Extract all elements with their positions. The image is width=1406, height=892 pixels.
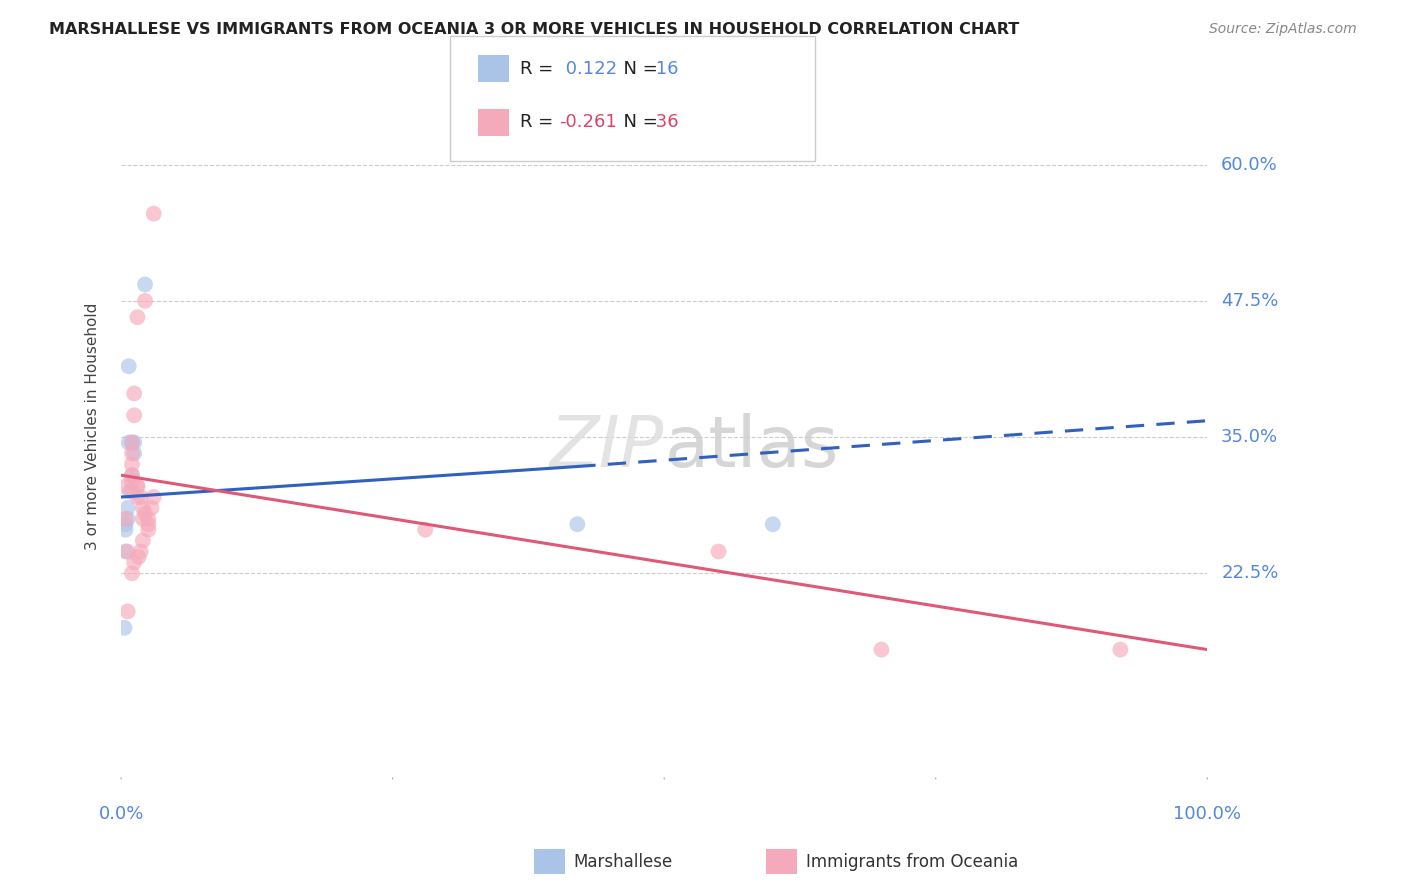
Point [707,544,730,558]
Point [127,479,149,493]
Point [567,517,589,532]
Point [121,446,143,460]
Point [134,293,156,308]
Point [122,409,145,423]
Point [132,512,155,526]
Point [122,556,145,570]
Point [122,386,145,401]
Point [121,458,143,472]
Text: 100.0%: 100.0% [1173,805,1241,823]
Text: MARSHALLESE VS IMMIGRANTS FROM OCEANIA 3 OR MORE VEHICLES IN HOUSEHOLD CORRELATI: MARSHALLESE VS IMMIGRANTS FROM OCEANIA 3… [49,22,1019,37]
Point [136,523,159,537]
Point [121,468,143,483]
Point [134,507,156,521]
Point [112,621,135,635]
Point [114,479,136,493]
Point [118,484,141,499]
Text: N =: N = [612,113,658,131]
Text: Marshallese: Marshallese [574,853,673,871]
Point [117,500,139,515]
Point [132,500,155,515]
Text: R =: R = [520,60,554,78]
Point [129,490,152,504]
Point [114,544,136,558]
Point [121,484,143,499]
Point [114,523,136,537]
Point [122,435,145,450]
Text: Source: ZipAtlas.com: Source: ZipAtlas.com [1209,22,1357,37]
Point [1109,642,1132,657]
Text: ZIP: ZIP [550,413,664,482]
Point [127,479,149,493]
Point [122,446,145,460]
Point [118,359,141,374]
Point [142,207,165,221]
Text: Immigrants from Oceania: Immigrants from Oceania [806,853,1018,871]
Point [121,435,143,450]
Point [121,566,143,581]
Text: 0.0%: 0.0% [98,805,143,823]
Point [127,310,149,325]
Point [117,604,139,618]
Text: atlas: atlas [664,413,838,482]
Text: -0.261: -0.261 [560,113,617,131]
Point [114,512,136,526]
Point [121,435,143,450]
Point [117,512,139,526]
Point [129,544,152,558]
Text: 16: 16 [650,60,678,78]
Point [121,474,143,488]
Point [114,517,136,532]
Text: 0.122: 0.122 [560,60,617,78]
Point [121,468,143,483]
Point [117,544,139,558]
Text: 36: 36 [650,113,678,131]
Point [128,549,150,564]
Text: 35.0%: 35.0% [1222,428,1278,446]
Point [127,490,149,504]
Point [413,523,436,537]
Point [136,512,159,526]
Text: 22.5%: 22.5% [1222,565,1278,582]
Text: 60.0%: 60.0% [1222,155,1278,174]
Text: 47.5%: 47.5% [1222,292,1278,310]
Point [132,533,155,548]
Point [118,435,141,450]
Y-axis label: 3 or more Vehicles in Household: 3 or more Vehicles in Household [86,302,100,549]
Text: N =: N = [612,60,658,78]
Point [141,500,163,515]
Point [136,517,159,532]
Point [142,490,165,504]
Point [762,517,785,532]
Text: R =: R = [520,113,554,131]
Point [134,277,156,292]
Point [870,642,893,657]
